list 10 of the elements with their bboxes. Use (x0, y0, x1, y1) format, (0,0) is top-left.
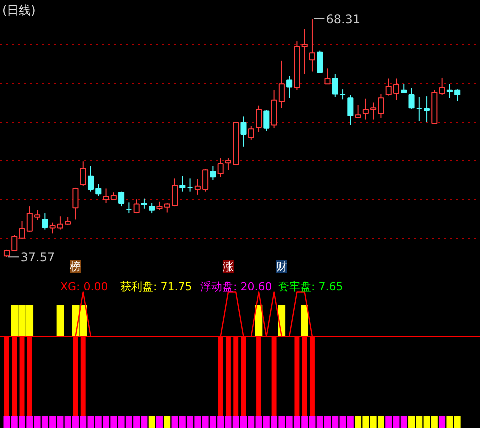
annotation: 获利盘: 71.75 (120, 280, 192, 294)
annotation: 浮动盘: 20.60 (200, 280, 272, 294)
annotation: 财 (276, 260, 288, 274)
annotation: 套牢盘: 7.65 (278, 280, 344, 294)
annotation: 榜 (70, 260, 82, 274)
chart-title: (日线) (2, 4, 36, 18)
annotation: 68.31 (326, 12, 361, 27)
annotation: 37.57 (20, 250, 56, 265)
annotation: 涨 (222, 260, 234, 274)
annotation: XG: 0.00 (60, 280, 108, 294)
